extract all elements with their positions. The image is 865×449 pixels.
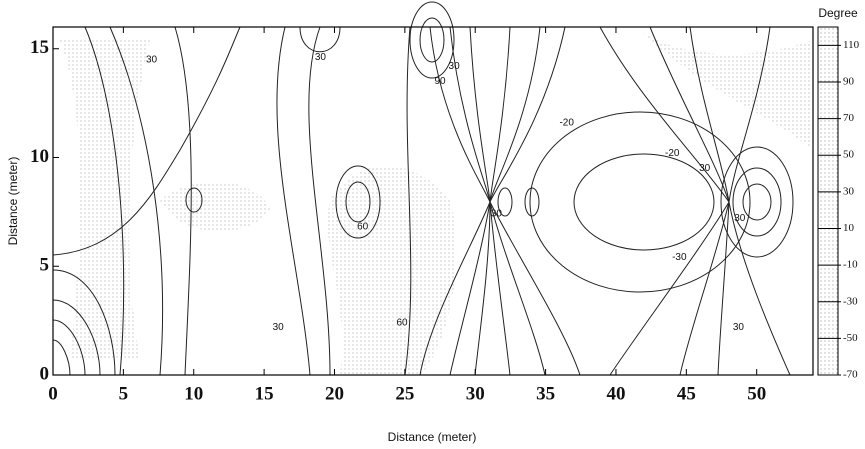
contour-lines <box>52 1 794 376</box>
contour-label: 60 <box>357 222 369 233</box>
plot-frame <box>52 26 814 376</box>
contour-label: -20 <box>665 148 680 159</box>
y-tick-label: 10 <box>30 146 49 167</box>
colorbar-tick-label: -30 <box>843 295 858 307</box>
x-tick-label: 10 <box>184 383 203 404</box>
x-tick-label: 40 <box>606 383 625 404</box>
contour-label: 30 <box>146 54 158 65</box>
colorbar-tick-label: 10 <box>843 222 855 234</box>
colorbar-tick-label: 90 <box>843 75 855 87</box>
contour-label: 30 <box>315 52 327 63</box>
contour-label: 30 <box>733 322 745 333</box>
x-tick-label: 5 <box>119 383 129 404</box>
y-tick-label: 0 <box>40 363 50 384</box>
stipple <box>60 30 812 375</box>
contour-label: -30 <box>672 252 687 263</box>
x-tick-label: 15 <box>255 383 274 404</box>
x-tick-label: 20 <box>325 383 344 404</box>
x-tick-label: 50 <box>747 383 766 404</box>
x-tick-label: 30 <box>466 383 485 404</box>
colorbar <box>817 26 839 376</box>
contour-label: 30 <box>699 163 711 174</box>
contour-label: -20 <box>559 117 574 128</box>
x-tick-label: 0 <box>48 383 58 404</box>
x-tick-label: 25 <box>395 383 414 404</box>
contour-label: 30 <box>449 61 461 72</box>
colorbar-tick-label: 30 <box>843 185 855 197</box>
contour-label: 90 <box>434 76 446 87</box>
contour-label: 30 <box>273 322 285 333</box>
colorbar-tick-label: 50 <box>843 149 855 161</box>
y-tick-label: 15 <box>30 37 49 58</box>
x-tick-label: 35 <box>536 383 555 404</box>
colorbar-tick-label: 70 <box>843 112 855 124</box>
colorbar-tick-label: -70 <box>843 369 858 381</box>
colorbar-title: Degree <box>818 6 858 20</box>
colorbar-tick-label: 110 <box>843 39 860 51</box>
colorbar-tick-label: -50 <box>843 332 858 344</box>
colorbar-tick-label: -10 <box>843 259 858 271</box>
contour-label: 30 <box>734 213 746 224</box>
contour-label: 60 <box>396 317 408 328</box>
contour-label: 30 <box>491 209 503 220</box>
x-axis-label: Distance (meter) <box>388 430 477 444</box>
y-axis-label: Distance (meter) <box>6 157 20 246</box>
x-tick-label: 45 <box>677 383 696 404</box>
y-tick-label: 5 <box>40 255 50 276</box>
